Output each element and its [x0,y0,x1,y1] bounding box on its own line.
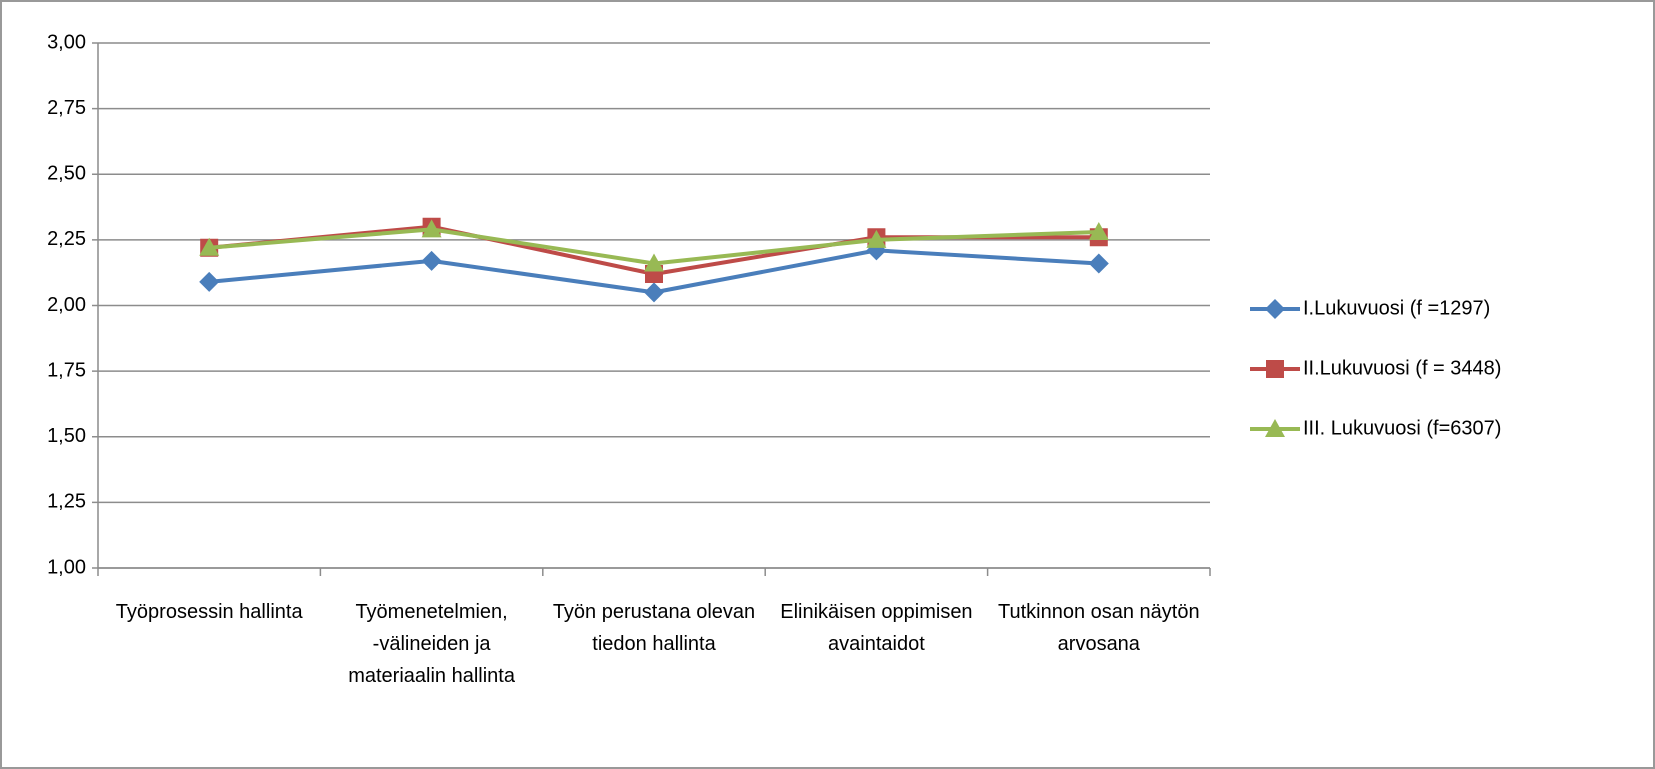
legend-marker [1265,299,1285,319]
data-point [644,282,664,303]
data-point [866,229,887,248]
y-tick-label: 2,00 [47,294,86,316]
data-point [199,271,220,292]
y-tick-label: 1,75 [47,359,86,381]
y-tick-label: 3,00 [47,31,86,53]
legend-label: I.Lukuvuosi (f =1297) [1303,297,1490,319]
legend-marker [1266,360,1284,378]
y-tick-label: 2,25 [47,228,86,250]
legend-label: III. Lukuvuosi (f=6307) [1303,417,1501,439]
data-point [644,253,664,272]
data-point [1088,253,1109,274]
x-tick-label: Työmenetelmien, -välineiden ja materiaalin… [348,601,516,687]
legend-label: II.Lukuvuosi (f = 3448) [1303,357,1501,379]
x-tick-label: Elinikäisen oppimisen avaintaidot [780,601,972,655]
x-tick-label: Tutkinnon osan näytön arvosana [998,601,1200,655]
data-point [421,219,442,238]
data-point [1088,222,1109,240]
y-tick-label: 1,50 [47,425,86,447]
data-point [421,250,442,271]
legend-marker [1265,419,1285,437]
data-point [199,237,220,256]
y-tick-label: 2,50 [47,163,86,185]
x-tick-label: Työprosessin hallinta [116,601,304,623]
y-tick-label: 2,75 [47,97,86,119]
x-tick-label: Työn perustana olevan tiedon hallinta [553,601,755,655]
y-tick-label: 1,00 [47,556,86,578]
y-tick-label: 1,25 [47,491,86,513]
